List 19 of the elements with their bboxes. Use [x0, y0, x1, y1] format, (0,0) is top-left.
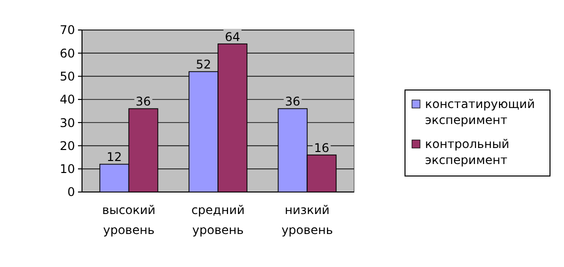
data-label: 36 — [285, 94, 300, 109]
y-tick-label: 40 — [60, 92, 75, 107]
data-label: 16 — [314, 140, 330, 155]
data-label: 36 — [136, 94, 151, 109]
legend-label: констатирующий эксперимент — [425, 97, 535, 127]
y-tick-label: 60 — [60, 46, 75, 60]
y-tick-label: 50 — [60, 69, 75, 84]
y-tick-label: 70 — [60, 23, 75, 38]
y-tick-label: 30 — [60, 116, 75, 130]
y-tick-label: 20 — [60, 138, 75, 153]
data-label: 64 — [224, 30, 240, 44]
x-tick-label: средний уровень — [191, 203, 245, 237]
y-tick-label: 0 — [67, 185, 75, 200]
x-tick-label: низкий уровень — [281, 203, 333, 237]
x-tick-label: высокий уровень — [102, 203, 156, 237]
y-tick-label: 10 — [60, 162, 75, 176]
legend-label: контрольный эксперимент — [425, 137, 510, 167]
data-label: 12 — [106, 150, 122, 164]
data-label: 52 — [196, 58, 212, 72]
